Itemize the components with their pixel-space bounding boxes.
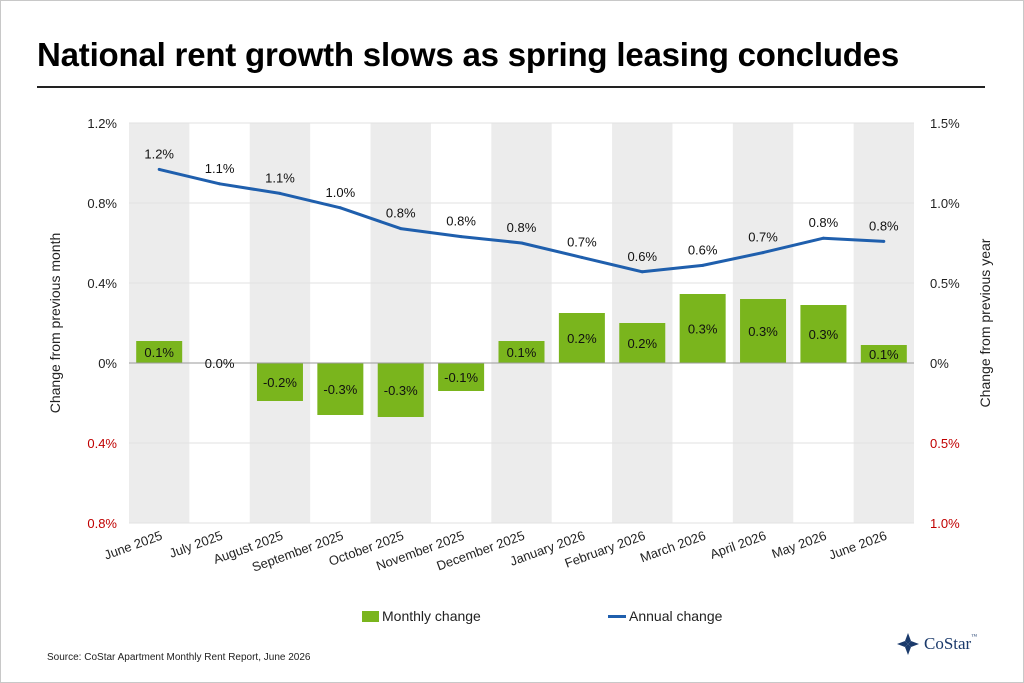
annual-change-point: [761, 251, 765, 255]
legend-label-annual: Annual change: [629, 608, 723, 624]
monthly-change-bar: [256, 363, 303, 401]
annual-change-point: [580, 255, 584, 259]
y2-tick-label: 1.5%: [930, 116, 960, 131]
monthly-change-bar: [619, 323, 666, 363]
monthly-change-bar: [800, 305, 847, 363]
legend-swatch-line: [608, 614, 626, 618]
annual-change-point: [459, 235, 463, 239]
annual-change-point: [338, 206, 342, 210]
legend-item-monthly: Monthly change: [362, 608, 481, 624]
y2-tick-label: 0.5%: [930, 436, 960, 451]
monthly-change-label: 0.3%: [809, 327, 839, 342]
annual-change-label: 0.6%: [688, 242, 718, 257]
legend: Monthly change Annual change: [0, 608, 1024, 630]
monthly-change-label: -0.3%: [384, 383, 418, 398]
annual-change-label: 1.0%: [326, 185, 356, 200]
costar-logo: CoStar™: [896, 632, 977, 656]
annual-change-point: [882, 239, 886, 243]
monthly-change-label: -0.3%: [323, 382, 357, 397]
y-tick-label: 0.4%: [87, 276, 117, 291]
annual-change-label: 0.6%: [627, 249, 657, 264]
monthly-change-label: 0.3%: [688, 322, 718, 337]
annual-change-label: 0.8%: [809, 215, 839, 230]
annual-change-point: [399, 227, 403, 231]
x-tick-label: June 2025: [102, 528, 164, 563]
annual-change-point: [157, 167, 161, 171]
column-band: [370, 123, 431, 523]
y-axis-title: Change from previous month: [47, 233, 63, 414]
monthly-change-label: -0.1%: [444, 370, 478, 385]
monthly-change-label: 0.2%: [567, 331, 597, 346]
legend-swatch-bar: [362, 610, 379, 622]
monthly-change-label: 0.2%: [627, 336, 657, 351]
y2-tick-label: 0%: [930, 356, 949, 371]
monthly-change-bar: [558, 313, 605, 363]
annual-change-label: 0.7%: [748, 230, 778, 245]
monthly-change-label: 0.1%: [507, 345, 537, 360]
column-band: [491, 123, 552, 523]
y-tick-label: 0.8%: [87, 196, 117, 211]
annual-change-label: 1.1%: [265, 170, 295, 185]
monthly-change-bar: [136, 341, 183, 363]
annual-change-point: [218, 182, 222, 186]
legend-item-annual: Annual change: [608, 608, 722, 624]
monthly-change-bar: [498, 341, 545, 363]
y2-tick-label: 1.0%: [930, 196, 960, 211]
y-tick-label: 0.8%: [87, 516, 117, 531]
monthly-change-label: 0.0%: [205, 356, 235, 371]
annual-change-point: [701, 263, 705, 267]
title-underline: [37, 86, 985, 88]
x-tick-label: June 2026: [827, 528, 889, 563]
annual-change-label: 1.2%: [144, 146, 174, 161]
source-note: Source: CoStar Apartment Monthly Rent Re…: [47, 652, 311, 663]
monthly-change-label: 0.1%: [869, 347, 899, 362]
monthly-change-bar: [740, 299, 787, 363]
annual-change-label: 0.7%: [567, 234, 597, 249]
annual-change-point: [640, 270, 644, 274]
monthly-change-label: 0.3%: [748, 324, 778, 339]
annual-change-label: 0.8%: [507, 220, 537, 235]
chart-title: National rent growth slows as spring lea…: [37, 36, 900, 73]
y-tick-label: 1.2%: [87, 116, 117, 131]
x-tick-label: April 2026: [708, 528, 768, 562]
monthly-change-label: 0.1%: [144, 345, 174, 360]
costar-logo-icon: [897, 633, 919, 655]
annual-change-label: 1.1%: [205, 161, 235, 176]
column-band: [129, 123, 190, 523]
monthly-change-bar: [317, 363, 364, 415]
monthly-change-bar: [377, 363, 424, 417]
y2-tick-label: 0.5%: [930, 276, 960, 291]
monthly-change-bar: [438, 363, 485, 391]
costar-logo-text: CoStar™: [924, 634, 978, 653]
monthly-change-bar: [679, 294, 726, 363]
y-tick-label: 0.4%: [87, 436, 117, 451]
y2-axis-title: Change from previous year: [977, 238, 993, 407]
monthly-change-bar: [860, 345, 907, 363]
legend-label-monthly: Monthly change: [382, 608, 481, 624]
y2-tick-label: 1.0%: [930, 516, 960, 531]
annual-change-point: [278, 191, 282, 195]
x-tick-label: May 2026: [770, 528, 829, 562]
annual-change-label: 0.8%: [386, 206, 416, 221]
y-tick-label: 0%: [98, 356, 117, 371]
annual-change-label: 0.8%: [869, 218, 899, 233]
x-tick-label: March 2026: [638, 528, 708, 566]
annual-change-point: [520, 241, 523, 245]
column-band: [853, 123, 914, 523]
annual-change-label: 0.8%: [446, 214, 476, 229]
monthly-change-label: -0.2%: [263, 375, 297, 390]
annual-change-point: [821, 236, 825, 240]
